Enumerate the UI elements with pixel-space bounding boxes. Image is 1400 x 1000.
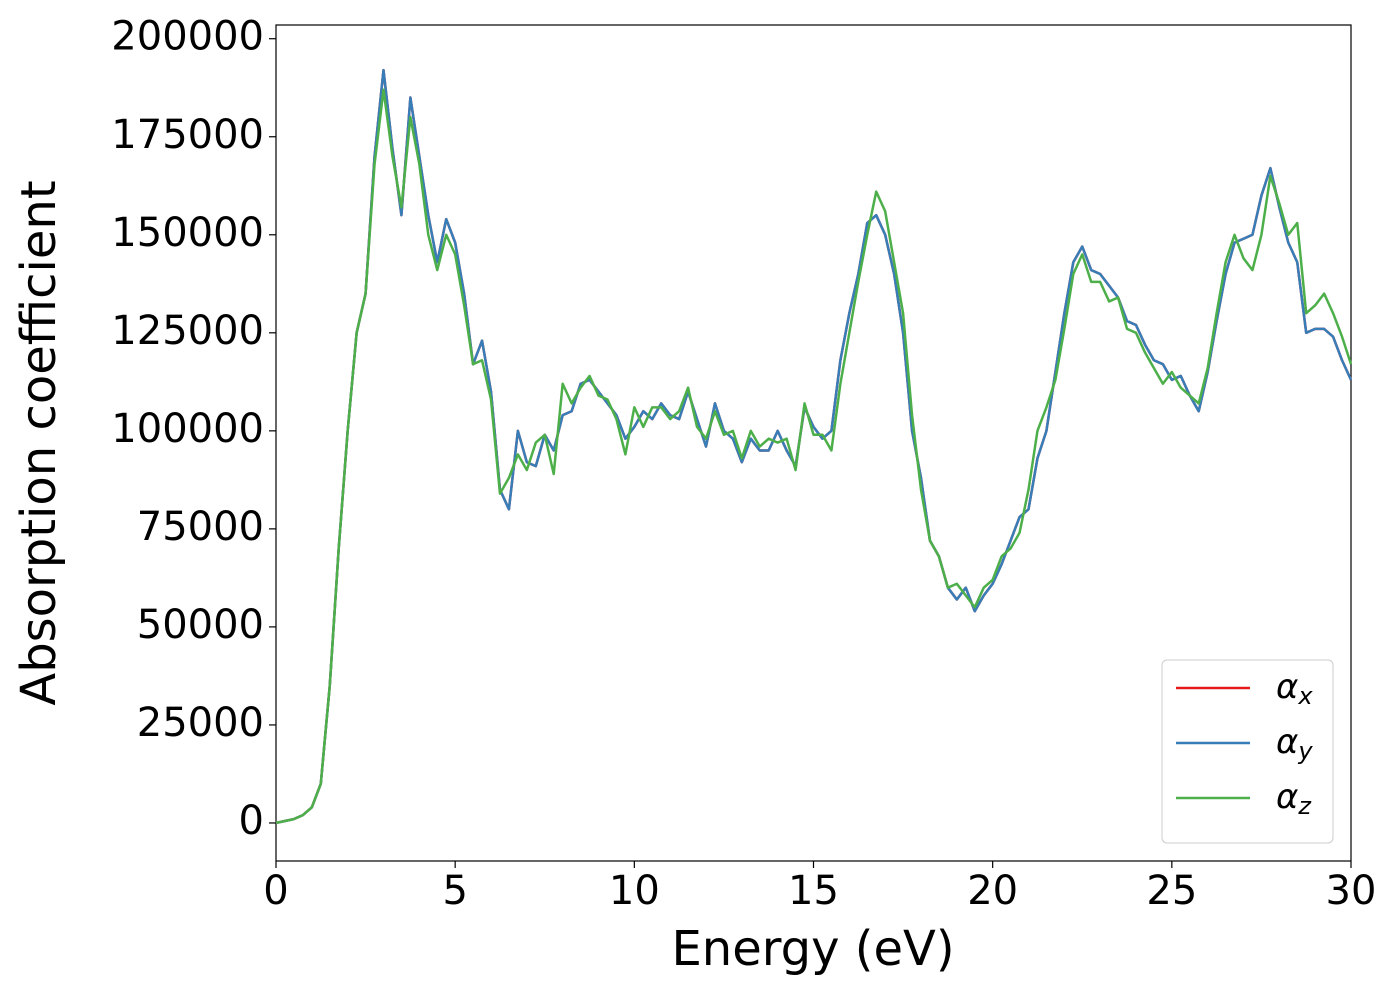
x-axis-label: Energy (eV)	[671, 921, 954, 977]
line-series	[275, 88, 1353, 825]
x-tick-label: 5	[442, 868, 467, 914]
x-tick-label: 25	[1146, 868, 1197, 914]
y-tick-label: 175000	[111, 112, 264, 158]
y-tick-label: 200000	[111, 14, 264, 60]
y-tick-label: 150000	[111, 210, 264, 256]
x-tick-label: 10	[609, 868, 660, 914]
y-tick-label: 50000	[137, 602, 264, 648]
y-tick-label: 75000	[137, 504, 264, 550]
line-series	[275, 68, 1353, 825]
legend-label: αz	[1276, 777, 1312, 821]
y-tick-label: 0	[239, 798, 264, 844]
x-tick-label: 0	[263, 868, 288, 914]
y-axis-label: Absorption coefficient	[11, 180, 67, 705]
x-tick-label: 20	[967, 868, 1018, 914]
x-tick-label: 15	[788, 868, 839, 914]
y-tick-label: 100000	[111, 406, 264, 452]
y-tick-label: 125000	[111, 308, 264, 354]
y-tick-label: 25000	[137, 700, 264, 746]
x-tick-label: 30	[1326, 868, 1377, 914]
legend-label: αy	[1276, 722, 1313, 766]
legend-label: αx	[1276, 667, 1313, 711]
